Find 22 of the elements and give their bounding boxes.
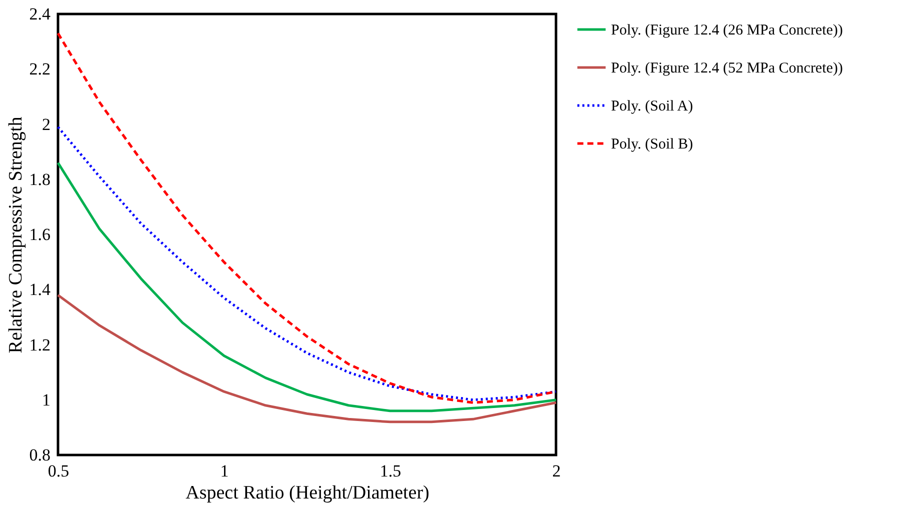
line-series [56,162,558,412]
x-tick-label: 2 [552,462,561,480]
y-tick-label: 0.8 [29,446,50,464]
y-tick-label: 1.6 [29,225,50,244]
y-tick-label: 2.4 [29,4,51,24]
x-tick-label: 1 [220,462,229,480]
x-tick-label: 1.5 [380,462,402,480]
legend-label: Poly. (Figure 12.4 (52 MPa Concrete)) [611,60,843,76]
y-axis-title: Relative Compressive Strength [5,116,26,354]
line-series [56,294,558,424]
y-tick-label: 2.2 [29,60,50,79]
y-tick-label: 1 [42,390,50,410]
legend-label: Poly. (Soil B) [611,136,693,152]
x-tick-label: 0.5 [48,462,70,480]
y-tick-label: 2 [42,114,50,134]
legend-label: Poly. (Figure 12.4 (26 MPa Concrete)) [611,22,843,38]
y-tick-label: 1.2 [29,335,50,354]
y-tick-label: 1.8 [29,170,50,189]
y-tick-label: 1.4 [29,280,51,300]
legend-label: Poly. (Soil A) [611,98,693,114]
x-axis-title: Aspect Ratio (Height/Diameter) [186,482,430,504]
line-series [56,126,558,402]
